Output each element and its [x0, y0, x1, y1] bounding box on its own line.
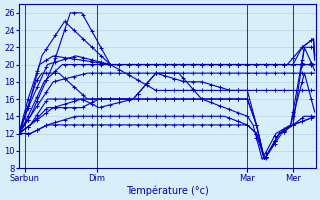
X-axis label: Température (°c): Température (°c)	[126, 185, 209, 196]
